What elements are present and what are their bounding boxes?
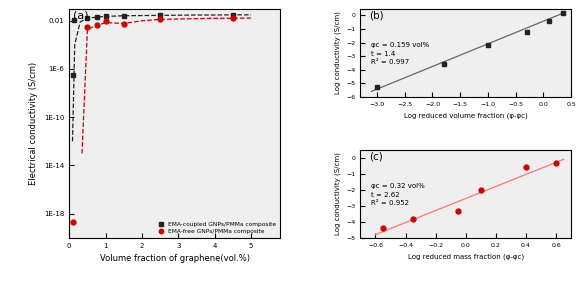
EMA-free GNPs/PMMa composite <box>230 17 237 20</box>
X-axis label: Log reduced volume fraction (φ-φc): Log reduced volume fraction (φ-φc) <box>404 112 527 119</box>
Text: φc = 0.32 vol%
t = 2.62
R² = 0.952: φc = 0.32 vol% t = 2.62 R² = 0.952 <box>371 183 425 206</box>
EMA-free GNPs/PMMa composite <box>69 220 76 224</box>
EMA-free GNPs/PMMa composite <box>102 19 109 23</box>
Y-axis label: Log conductivity (S/cm): Log conductivity (S/cm) <box>334 11 340 94</box>
EMA-coupled GNPs/PMMa composite <box>157 14 164 17</box>
EMA-coupled GNPs/PMMa composite <box>102 14 109 18</box>
EMA-coupled GNPs/PMMa composite <box>230 13 237 17</box>
Text: (a): (a) <box>73 11 89 21</box>
X-axis label: Volume fraction of graphene(vol.%): Volume fraction of graphene(vol.%) <box>100 254 250 263</box>
EMA-coupled GNPs/PMMa composite <box>69 74 76 77</box>
Line: EMA-free GNPs/PMMa composite: EMA-free GNPs/PMMa composite <box>70 16 235 224</box>
EMA-free GNPs/PMMa composite <box>157 18 164 21</box>
Y-axis label: Electrical conductivity (S/cm): Electrical conductivity (S/cm) <box>29 62 39 185</box>
Text: (b): (b) <box>369 10 383 21</box>
Text: (c): (c) <box>369 151 383 162</box>
EMA-coupled GNPs/PMMa composite <box>121 14 128 17</box>
X-axis label: Log reduced mass fraction (φ-φc): Log reduced mass fraction (φ-φc) <box>408 253 524 260</box>
Legend: EMA-coupled GNPs/PMMa composite, EMA-free GNPs/PMMa composite: EMA-coupled GNPs/PMMa composite, EMA-fre… <box>156 221 277 235</box>
Line: EMA-coupled GNPs/PMMa composite: EMA-coupled GNPs/PMMa composite <box>70 12 235 78</box>
EMA-coupled GNPs/PMMa composite <box>93 15 100 18</box>
EMA-free GNPs/PMMa composite <box>121 23 128 26</box>
Text: φc = 0.159 vol%
t = 1.4
R² = 0.997: φc = 0.159 vol% t = 1.4 R² = 0.997 <box>371 42 429 65</box>
EMA-free GNPs/PMMa composite <box>93 23 100 27</box>
EMA-coupled GNPs/PMMa composite <box>84 16 91 19</box>
EMA-free GNPs/PMMa composite <box>84 25 91 29</box>
Y-axis label: Log conductivity (S/cm): Log conductivity (S/cm) <box>334 152 340 235</box>
EMA-coupled GNPs/PMMa composite <box>70 18 77 21</box>
